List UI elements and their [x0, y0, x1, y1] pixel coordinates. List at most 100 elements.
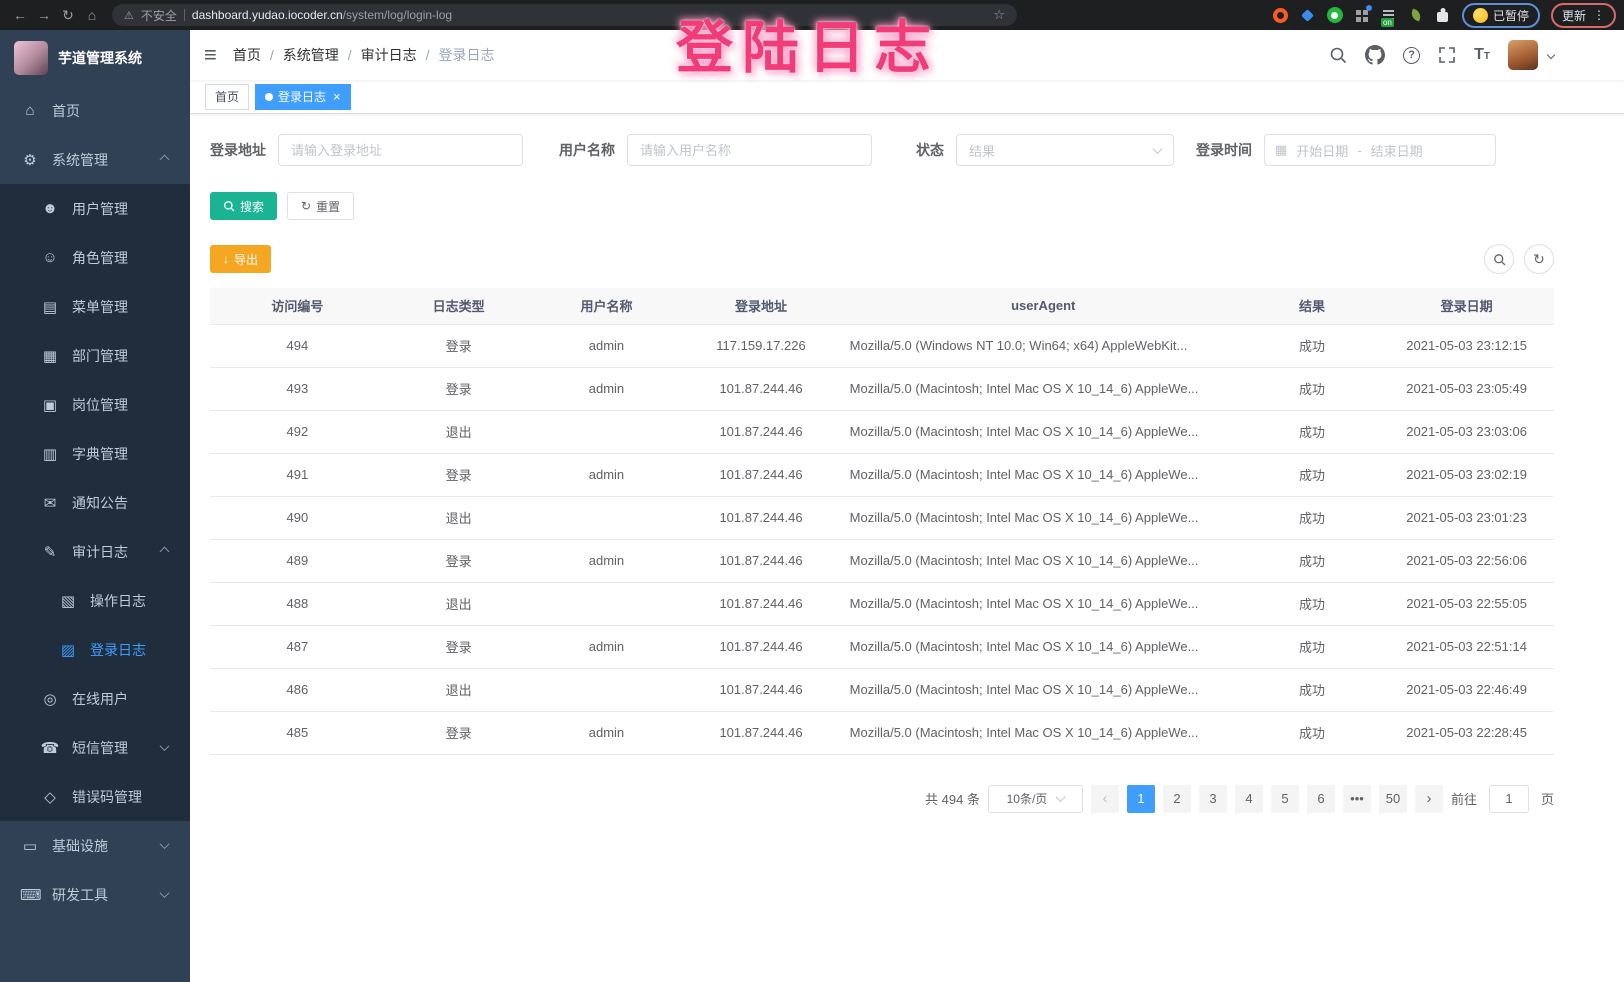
browser-forward-icon[interactable]: →	[37, 7, 51, 23]
sidebar-item-audit-log[interactable]: ✎ 审计日志	[0, 527, 190, 576]
help-icon[interactable]: ?	[1403, 46, 1421, 64]
github-icon[interactable]	[1365, 45, 1386, 65]
sidebar-item-error-code-mgmt[interactable]: ◇ 错误码管理	[0, 772, 190, 821]
breadcrumb: 首页 / 系统管理 / 审计日志 / 登录日志	[233, 45, 495, 65]
table-row[interactable]: 491 登录 admin 101.87.244.46 Mozilla/5.0 (…	[210, 453, 1554, 497]
extension-green-icon[interactable]	[1326, 7, 1343, 23]
extension-leaf-icon[interactable]	[1408, 7, 1424, 23]
sidebar-item-system-mgmt[interactable]: ⚙ 系统管理	[0, 135, 190, 184]
chevron-down-icon	[159, 888, 170, 899]
sidebar-item-dept-mgmt[interactable]: ▦ 部门管理	[0, 331, 190, 380]
fullscreen-icon[interactable]	[1438, 46, 1456, 64]
reset-button[interactable]: ↻ 重置	[287, 192, 355, 220]
status-select[interactable]: 结果	[956, 134, 1174, 166]
table-row[interactable]: 486 退出 101.87.244.46 Mozilla/5.0 (Macint…	[210, 668, 1554, 712]
on-badge: on	[1380, 18, 1394, 27]
reset-button-label: 重置	[316, 199, 341, 214]
prev-page-button[interactable]: ‹	[1090, 784, 1119, 813]
export-button[interactable]: ↓ 导出	[210, 245, 272, 273]
cell-result: 成功	[1244, 367, 1380, 411]
cell-user-agent: Mozilla/5.0 (Macintosh; Intel Mac OS X 1…	[841, 410, 1245, 454]
table-row[interactable]: 488 退出 101.87.244.46 Mozilla/5.0 (Macint…	[210, 582, 1554, 626]
sidebar-item-label: 字典管理	[72, 445, 128, 462]
sidebar-item-role-mgmt[interactable]: ☺ 角色管理	[0, 233, 190, 282]
page-button-50[interactable]: 50	[1378, 784, 1407, 813]
page-button-3[interactable]: 3	[1198, 784, 1227, 813]
cell-log-type: 登录	[384, 453, 533, 497]
sidebar-item-dev-tools[interactable]: ⌨ 研发工具	[0, 870, 190, 919]
table-body: 494 登录 admin 117.159.17.226 Mozilla/5.0 …	[210, 324, 1554, 755]
extension-orange-icon[interactable]	[1273, 7, 1289, 23]
table-row[interactable]: 490 退出 101.87.244.46 Mozilla/5.0 (Macint…	[210, 496, 1554, 540]
sidebar-item-user-mgmt[interactable]: ☻ 用户管理	[0, 184, 190, 233]
not-secure-label[interactable]: 不安全	[140, 8, 177, 23]
login-time-range-picker[interactable]: ▦ 开始日期 - 结束日期	[1264, 134, 1496, 166]
paused-label: 已暂停	[1492, 8, 1529, 23]
error-code-icon: ◇	[44, 788, 56, 806]
breadcrumb-item-home[interactable]: 首页	[232, 47, 261, 63]
browser-home-icon[interactable]: ⌂	[87, 7, 97, 23]
goto-page-input[interactable]	[1488, 784, 1529, 813]
sidebar-item-dict-mgmt[interactable]: ▥ 字典管理	[0, 429, 190, 478]
search-icon[interactable]	[1329, 46, 1347, 64]
login-log-table: 访问编号 日志类型 用户名称 登录地址 userAgent 结果 登录日期 49…	[210, 288, 1554, 755]
login-address-input[interactable]	[278, 134, 523, 166]
page-button-2[interactable]: 2	[1162, 784, 1191, 813]
page-ellipsis[interactable]: •••	[1342, 784, 1371, 813]
username-input[interactable]	[627, 134, 872, 166]
refresh-table-button[interactable]: ↻	[1524, 244, 1554, 274]
refresh-icon: ↻	[301, 199, 312, 213]
org-tree-icon: ▦	[42, 347, 58, 365]
extension-grid-icon[interactable]	[1354, 5, 1372, 23]
search-button[interactable]: 搜索	[210, 192, 278, 220]
cell-login-date: 2021-05-03 22:56:06	[1379, 539, 1554, 583]
dropdown-caret-icon[interactable]	[1546, 50, 1556, 60]
table-row[interactable]: 493 登录 admin 101.87.244.46 Mozilla/5.0 (…	[210, 367, 1554, 411]
sidebar-item-login-log[interactable]: ▨ 登录日志	[0, 625, 190, 674]
hamburger-menu-icon[interactable]: ≡	[204, 42, 217, 67]
next-page-button[interactable]: ›	[1414, 784, 1443, 813]
sidebar-item-infrastructure[interactable]: ▭ 基础设施	[0, 821, 190, 870]
tab-home[interactable]: 首页	[205, 83, 250, 110]
page-button-6[interactable]: 6	[1306, 784, 1335, 813]
page-button-1[interactable]: 1	[1126, 784, 1155, 813]
cell-login-date: 2021-05-03 22:46:49	[1379, 668, 1554, 712]
breadcrumb-item-system[interactable]: 系统管理	[282, 47, 339, 63]
extension-gem-icon[interactable]	[1300, 7, 1316, 23]
browser-reload-icon[interactable]: ↻	[62, 6, 74, 23]
login-log-icon: ▨	[60, 641, 76, 659]
browser-update-button[interactable]: 更新 ⋮	[1550, 2, 1616, 28]
browser-menu-icon[interactable]: ⋮	[1593, 8, 1605, 22]
sidebar-item-label: 首页	[52, 102, 80, 119]
tab-login-log[interactable]: 登录日志 ×	[255, 83, 351, 110]
breadcrumb-item-audit-log[interactable]: 审计日志	[360, 47, 417, 63]
extensions-puzzle-icon[interactable]	[1435, 7, 1451, 23]
extension-list-icon[interactable]: on	[1380, 7, 1397, 27]
table-row[interactable]: 487 登录 admin 101.87.244.46 Mozilla/5.0 (…	[210, 625, 1554, 669]
paused-extension-badge[interactable]: 已暂停	[1461, 2, 1540, 28]
sidebar-item-post-mgmt[interactable]: ▣ 岗位管理	[0, 380, 190, 429]
close-tab-icon[interactable]: ×	[333, 89, 341, 104]
address-bar[interactable]: ⚠ 不安全 dashboard.yudao.iocoder.cn/system/…	[112, 4, 1017, 26]
bookmark-star-icon[interactable]: ☆	[993, 7, 1005, 22]
breadcrumb-separator: /	[269, 47, 274, 63]
table-row[interactable]: 492 退出 101.87.244.46 Mozilla/5.0 (Macint…	[210, 410, 1554, 454]
avatar[interactable]	[1508, 40, 1538, 70]
browser-back-icon[interactable]: ←	[13, 7, 27, 23]
page-size-select[interactable]: 10条/页	[987, 784, 1083, 813]
page-button-5[interactable]: 5	[1270, 784, 1299, 813]
sidebar-item-sms-mgmt[interactable]: ☎ 短信管理	[0, 723, 190, 772]
sidebar-item-menu-mgmt[interactable]: ▤ 菜单管理	[0, 282, 190, 331]
table-row[interactable]: 489 登录 admin 101.87.244.46 Mozilla/5.0 (…	[210, 539, 1554, 583]
table-row[interactable]: 494 登录 admin 117.159.17.226 Mozilla/5.0 …	[210, 324, 1554, 368]
table-row[interactable]: 485 登录 admin 101.87.244.46 Mozilla/5.0 (…	[210, 711, 1554, 755]
page-button-4[interactable]: 4	[1234, 784, 1263, 813]
online-user-icon: ◎	[43, 690, 57, 708]
sidebar-item-online-users[interactable]: ◎ 在线用户	[0, 674, 190, 723]
font-size-icon[interactable]: TT	[1474, 46, 1490, 63]
sidebar-item-notice[interactable]: ✉ 通知公告	[0, 478, 190, 527]
sidebar-item-dashboard[interactable]: ⌂ 首页	[0, 86, 190, 135]
app-logo[interactable]: 芋道管理系统	[0, 30, 190, 86]
sidebar-item-operation-log[interactable]: ▧ 操作日志	[0, 576, 190, 625]
toggle-search-button[interactable]	[1484, 244, 1514, 274]
